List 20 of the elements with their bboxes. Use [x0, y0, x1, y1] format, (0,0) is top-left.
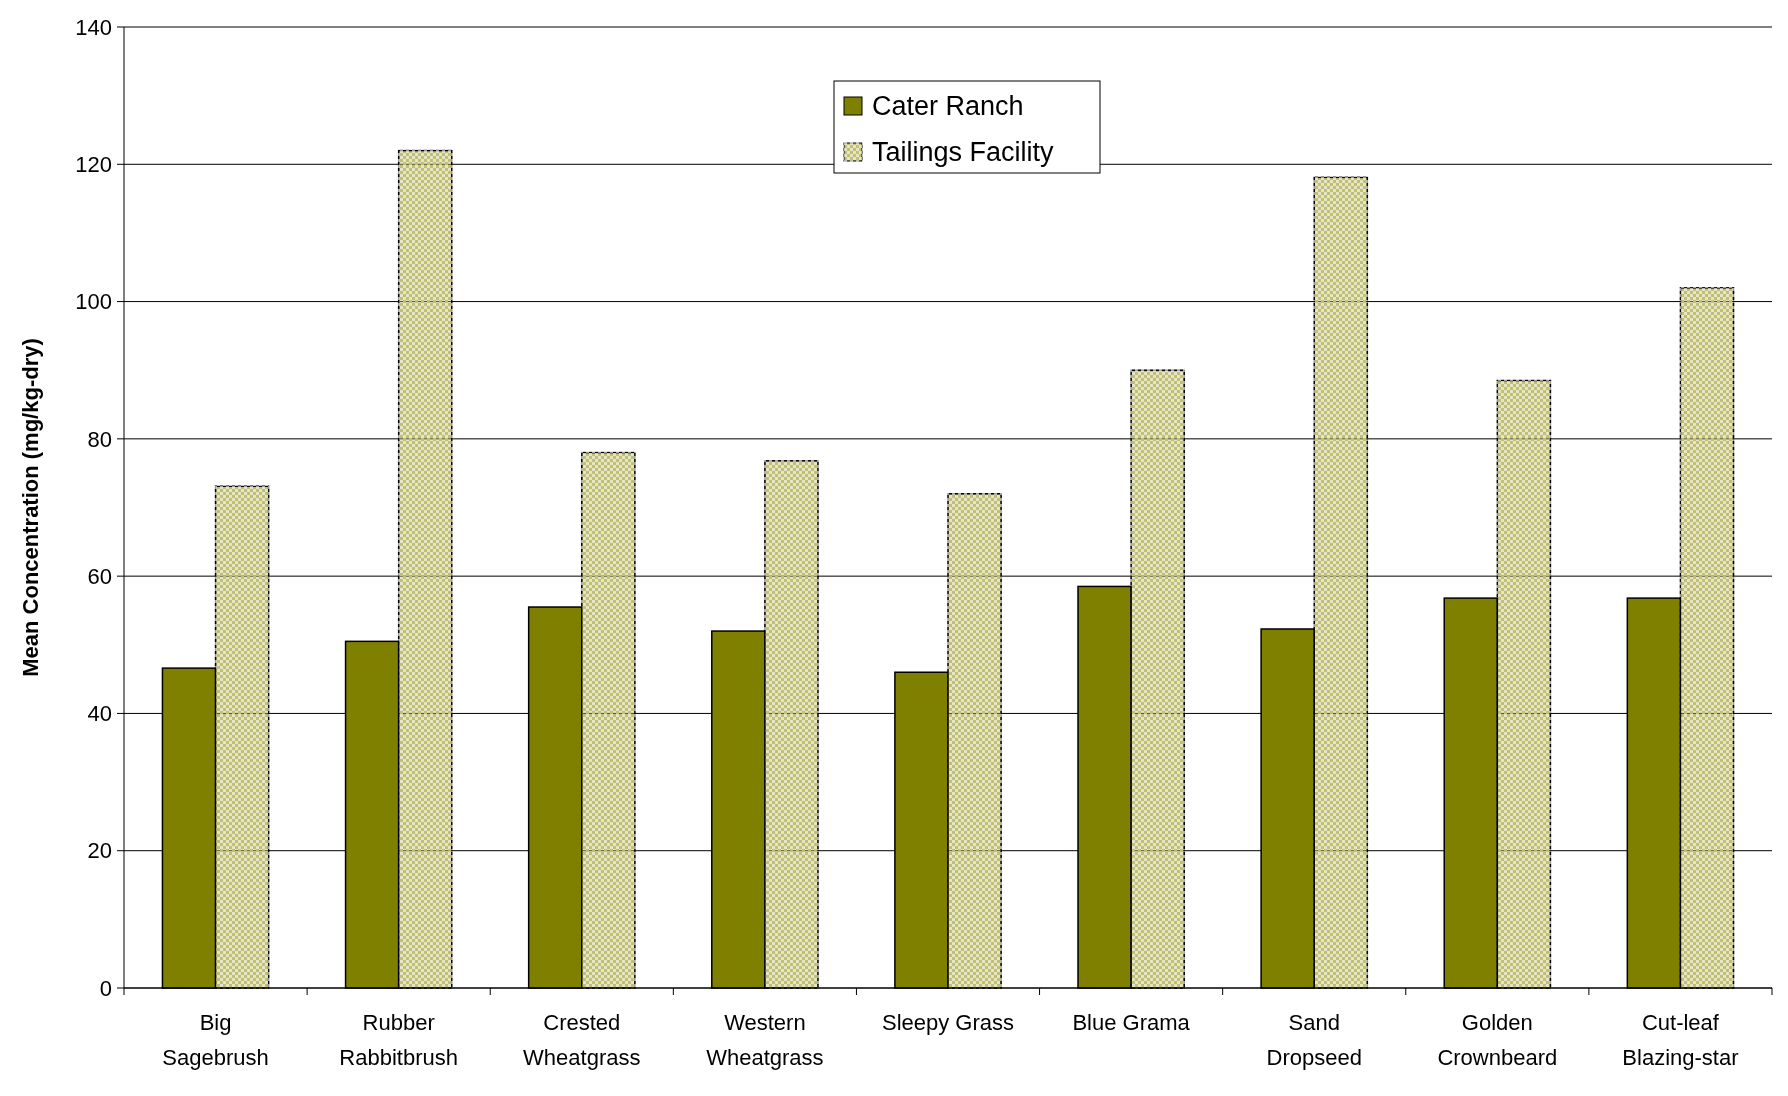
y-tick-label: 140	[75, 14, 112, 40]
x-tick-label: Big Sagebrush	[162, 1010, 269, 1070]
legend-label: Tailings Facility	[872, 137, 1055, 168]
x-tick-label: Western Wheatgrass	[706, 1010, 824, 1070]
x-tick-label: Sleepy Grass	[881, 1010, 1015, 1035]
y-tick-label: 100	[75, 289, 112, 315]
y-tick-label: 120	[75, 151, 112, 177]
legend-label: Cater Ranch	[872, 91, 1024, 122]
x-tick-label: Blue Grama	[1072, 1010, 1191, 1035]
x-tick-label: Golden Crownbeard	[1437, 1010, 1558, 1070]
x-tick-label: Sand Dropseed	[1266, 1010, 1362, 1070]
y-tick-label: 20	[87, 838, 112, 864]
y-tick-label: 80	[87, 426, 112, 452]
x-tick-label: Rubber Rabbitbrush	[339, 1010, 458, 1070]
y-axis-title: Mean Concentration (mg/kg-dry)	[18, 338, 43, 677]
y-tick-label: 0	[99, 975, 112, 1001]
x-tick-label: Crested Wheatgrass	[523, 1010, 641, 1070]
y-tick-label: 40	[87, 701, 112, 727]
y-tick-label: 60	[87, 563, 112, 589]
x-tick-label: Cut-leaf Blazing-star	[1622, 1010, 1739, 1070]
